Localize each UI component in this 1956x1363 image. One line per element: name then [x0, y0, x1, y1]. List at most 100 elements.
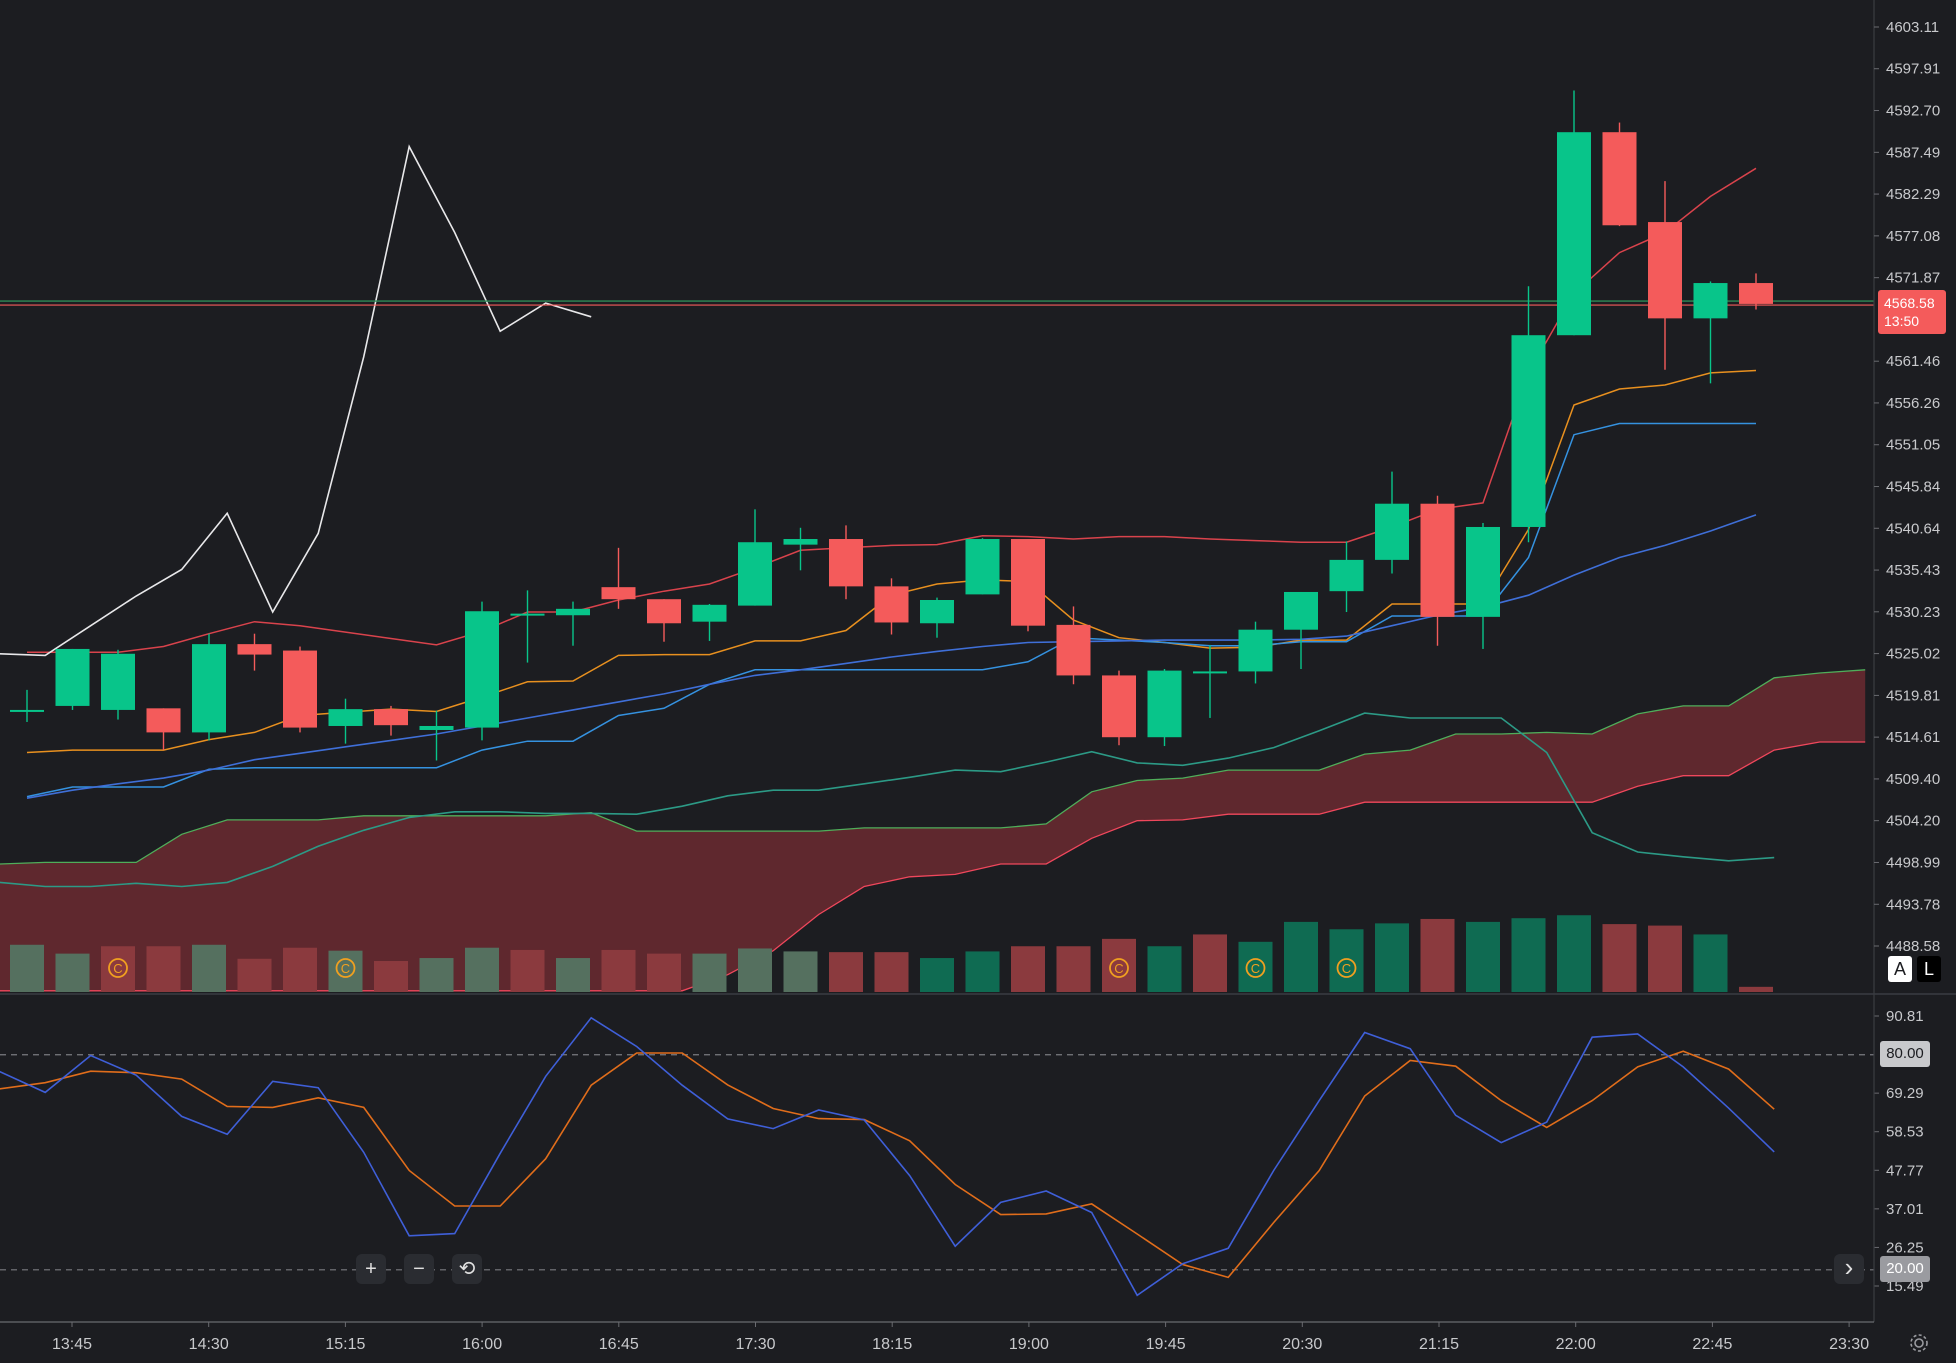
price-tick-label: 4603.11 [1886, 19, 1939, 36]
volume-bar [601, 949, 636, 992]
volume-bar [55, 953, 90, 992]
volume-marker-icon [1109, 958, 1129, 978]
candle-body [1511, 335, 1546, 527]
candle-body [1557, 132, 1591, 336]
oscillator-tick-label: 69.29 [1886, 1085, 1924, 1102]
price-tick-label: 4592.70 [1886, 103, 1940, 120]
gear-icon[interactable] [1908, 1332, 1930, 1354]
candle-body [192, 644, 226, 733]
time-tick-label: 15:15 [325, 1336, 365, 1353]
volume-bar [192, 944, 226, 992]
volume-bar [692, 953, 727, 992]
oscillator-main-line [0, 1016, 1775, 1297]
volume-bar [783, 951, 818, 992]
volume-marker-label: C [1251, 961, 1260, 976]
price-tick-label: 4488.58 [1886, 938, 1940, 955]
price-tick-label: 4582.29 [1886, 186, 1940, 203]
candle-body [1011, 539, 1045, 626]
candle-body [1238, 629, 1273, 672]
volume-bar [1739, 986, 1773, 992]
time-tick-label: 20:30 [1282, 1336, 1322, 1353]
candle-body [1648, 222, 1682, 319]
volume-marker-icon [335, 958, 356, 978]
candle-body [283, 650, 317, 728]
auto-scale-button[interactable]: A [1888, 956, 1912, 982]
volume-marker-label: C [113, 961, 122, 976]
volume-bar [920, 958, 954, 992]
volume-bar [874, 952, 909, 992]
price-tick-label: 4525.02 [1886, 646, 1940, 663]
reset-chart-button[interactable]: ⟲ [452, 1254, 482, 1284]
volume-marker-label: C [341, 961, 350, 976]
price-tick-label: 4551.05 [1886, 437, 1940, 454]
zoom-out-button[interactable]: − [404, 1254, 434, 1284]
volume-bar [419, 958, 454, 992]
price-axis: 4603.11 4597.91 4592.70 4587.49 4582.29 4577.… [0, 0, 1956, 1323]
time-tick-label: 19:45 [1146, 1336, 1186, 1353]
price-tick-label: 4571.87 [1886, 270, 1940, 287]
candle-body [874, 586, 909, 623]
time-tick-label: 22:00 [1556, 1336, 1596, 1353]
volume-bar [101, 946, 135, 992]
volume-bar [1648, 925, 1682, 992]
candle-body [419, 725, 454, 730]
candle-body [1739, 283, 1773, 304]
oscillator-tick-label: 37.01 [1886, 1201, 1924, 1218]
gear-icon-glyph [1910, 1334, 1928, 1352]
volume-bar [283, 947, 317, 992]
candle-body [1329, 559, 1364, 592]
overlay-white-line [0, 144, 592, 657]
oscillator-lower-level-badge: 20.00 [1880, 1256, 1930, 1282]
time-tick-label: 16:45 [599, 1336, 639, 1353]
oscillator-signal-line [0, 1050, 1775, 1279]
candle-body [101, 653, 135, 710]
volume-bar [1693, 934, 1728, 992]
volume-bar [829, 952, 863, 992]
candle-body [647, 599, 681, 624]
time-tick-label: 16:00 [462, 1336, 502, 1353]
price-tick-label: 4514.61 [1886, 729, 1940, 746]
volume-bar [1147, 946, 1182, 992]
candle-body [738, 542, 772, 606]
candle-body [601, 587, 636, 600]
price-tick-label: 4540.64 [1886, 520, 1940, 537]
zoom-in-button[interactable]: + [356, 1254, 386, 1284]
price-tick-label: 4561.46 [1886, 353, 1940, 370]
oscillator-tick-label: 90.81 [1886, 1008, 1924, 1025]
price-tick-label: 4519.81 [1886, 687, 1940, 704]
oscillator-tick-label: 26.25 [1886, 1239, 1924, 1256]
candle-body [965, 539, 1000, 595]
time-tick-label: 17:30 [735, 1336, 775, 1353]
candle-body [1466, 526, 1500, 617]
volume-bar [1329, 929, 1364, 992]
volume-bar [1466, 921, 1500, 992]
time-tick-label: 22:45 [1692, 1336, 1732, 1353]
volume-bar [328, 950, 363, 992]
log-scale-button[interactable]: L [1917, 956, 1941, 982]
volume-bar [146, 946, 181, 992]
oscillator-tick-label: 15.49 [1886, 1278, 1924, 1295]
price-tick-label: 4577.08 [1886, 228, 1940, 245]
volume-bar [465, 947, 499, 992]
scroll-to-realtime-button[interactable]: › [1834, 1254, 1864, 1284]
volume-bar [237, 958, 272, 992]
upper-band-line [27, 167, 1757, 653]
cloud-upper-line [0, 669, 1866, 865]
lagging-span-line [0, 712, 1775, 888]
volume-bar [1102, 938, 1136, 992]
candle-body [692, 604, 727, 622]
bar-countdown: 13:50 [1884, 313, 1920, 329]
price-tick-label: 4509.40 [1886, 771, 1940, 788]
candle-body [1284, 591, 1318, 630]
candle-body [1602, 132, 1637, 226]
volume-bar [1602, 924, 1637, 992]
candle-body [1056, 624, 1091, 676]
candle-body [1693, 283, 1728, 319]
candle-body [10, 709, 44, 712]
time-tick-label: 14:30 [189, 1336, 229, 1353]
price-tick-label: 4587.49 [1886, 144, 1940, 161]
volume-bar [1557, 915, 1591, 992]
volume-marker-label: C [1342, 961, 1351, 976]
time-tick-label: 18:15 [872, 1336, 912, 1353]
